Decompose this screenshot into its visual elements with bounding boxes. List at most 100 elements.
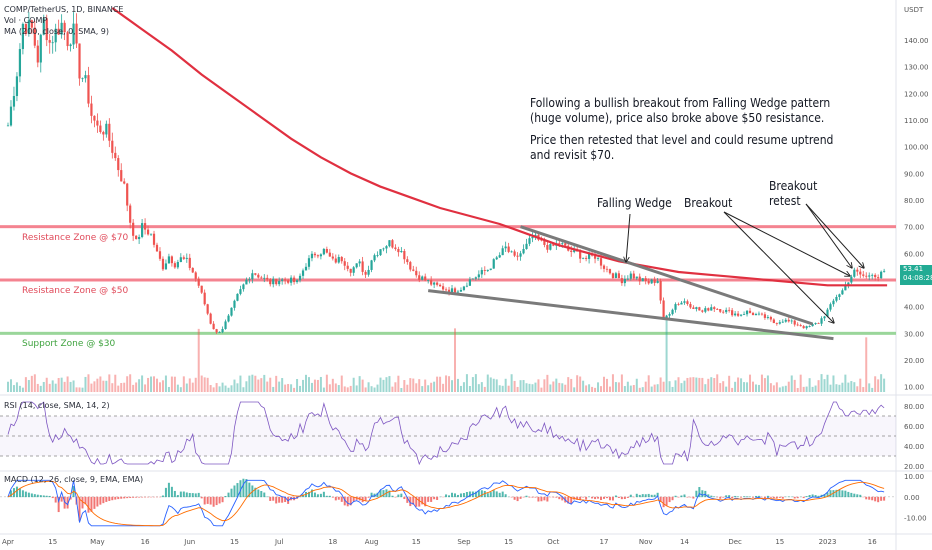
macd-histogram-bar	[337, 496, 340, 500]
volume-bar	[465, 374, 468, 392]
macd-histogram-bar	[844, 490, 847, 498]
macd-histogram-bar	[141, 496, 144, 498]
macd-histogram-bar	[525, 495, 528, 498]
candle-body	[656, 281, 659, 284]
volume-bar	[713, 378, 716, 392]
macd-histogram-bar	[561, 496, 564, 501]
macd-histogram-bar	[164, 487, 167, 498]
volume-bar	[132, 384, 135, 392]
candle-body	[459, 289, 463, 292]
volume-bar	[221, 382, 224, 392]
macd-legend[interactable]: MACD (12, 26, close, 9, EMA, EMA)	[4, 475, 144, 484]
time-tick-label: Apr	[2, 538, 14, 546]
candle-body	[814, 323, 817, 325]
volume-bar	[72, 380, 75, 392]
candle-body	[313, 253, 317, 256]
candle-body	[54, 28, 57, 43]
candle-body	[421, 276, 424, 280]
falling-wedge-label: Falling Wedge	[597, 196, 672, 210]
rsi-legend[interactable]: RSI (14, close, SMA, 14, 2)	[4, 401, 110, 410]
candle-body	[757, 313, 761, 315]
candle-body	[120, 170, 123, 182]
volume-bar	[111, 383, 114, 392]
candle-body	[453, 288, 457, 293]
volume-legend[interactable]: Vol · COMP	[4, 16, 48, 25]
candle-body	[501, 248, 504, 256]
candle-body	[817, 323, 820, 324]
candle-body	[33, 27, 36, 46]
candle-body	[745, 310, 749, 315]
volume-bar	[391, 386, 394, 392]
volume-bar	[24, 377, 27, 392]
candle-body	[695, 307, 698, 310]
macd-tick-label: 10.00	[904, 473, 924, 481]
candle-body	[349, 268, 352, 273]
candle-body	[742, 314, 746, 316]
ma-legend[interactable]: MA (200, close, 0, SMA, 9)	[4, 27, 110, 36]
candle-body	[30, 20, 33, 28]
macd-histogram-bar	[346, 496, 349, 507]
candle-body	[778, 322, 781, 324]
volume-bar	[21, 387, 24, 392]
macd-histogram-bar	[671, 496, 674, 501]
volume-bar	[63, 381, 66, 392]
volume-bar	[254, 375, 257, 392]
candle-body	[63, 22, 66, 33]
volume-bar	[230, 385, 233, 392]
volume-bar	[197, 328, 200, 392]
macd-histogram-bar	[203, 496, 206, 505]
volume-bar	[468, 386, 471, 392]
time-tick-label: Oct	[547, 538, 559, 546]
macd-histogram-bar	[191, 493, 194, 498]
candle-body	[284, 279, 287, 281]
macd-histogram-bar	[662, 496, 665, 508]
time-tick-label: Nov	[639, 538, 653, 546]
candle-body	[579, 251, 582, 259]
macd-histogram-bar	[132, 496, 135, 498]
symbol-legend[interactable]: COMP/TetherUS, 1D, BINANCE	[4, 5, 124, 14]
volume-bar	[406, 384, 409, 392]
candle-body	[334, 258, 337, 263]
volume-bar	[242, 387, 245, 392]
candle-body	[287, 280, 290, 283]
candle-body	[692, 307, 695, 310]
macd-histogram-bar	[60, 496, 63, 502]
macd-histogram-bar	[865, 496, 868, 500]
macd-histogram-bar	[647, 493, 650, 498]
macd-histogram-bar	[543, 496, 546, 501]
macd-signal-line	[7, 480, 885, 527]
macd-histogram-bar	[105, 496, 108, 502]
candle-body	[57, 28, 60, 35]
volume-bar	[856, 386, 859, 392]
macd-histogram-bar	[96, 496, 99, 507]
macd-histogram-bar	[731, 496, 734, 499]
volume-bar	[307, 377, 310, 392]
volume-bar	[120, 382, 123, 392]
candle-body	[21, 23, 24, 50]
macd-histogram-bar	[498, 492, 501, 498]
macd-histogram-bar	[57, 496, 60, 513]
candle-body	[516, 255, 519, 257]
candle-body	[620, 278, 623, 284]
macd-histogram-bar	[307, 491, 310, 498]
macd-histogram-bar	[626, 496, 629, 498]
volume-bar	[39, 385, 42, 392]
volume-bar	[883, 378, 886, 392]
candle-body	[439, 284, 442, 287]
macd-histogram-bar	[749, 496, 752, 498]
candle-body	[739, 314, 743, 316]
candle-body	[233, 300, 236, 308]
candle-body	[218, 332, 221, 333]
volume-bar	[719, 383, 722, 392]
volume-bar	[233, 379, 236, 392]
macd-histogram-bar	[21, 490, 24, 498]
time-tick-label: 16	[868, 538, 877, 546]
macd-histogram-bar	[272, 496, 275, 501]
candle-body	[292, 277, 296, 283]
volume-bar	[45, 377, 48, 392]
macd-histogram-bar	[817, 495, 820, 498]
macd-histogram-bar	[650, 494, 653, 498]
volume-bar	[784, 385, 787, 392]
candle-body	[141, 223, 144, 238]
macd-histogram-bar	[477, 490, 480, 498]
